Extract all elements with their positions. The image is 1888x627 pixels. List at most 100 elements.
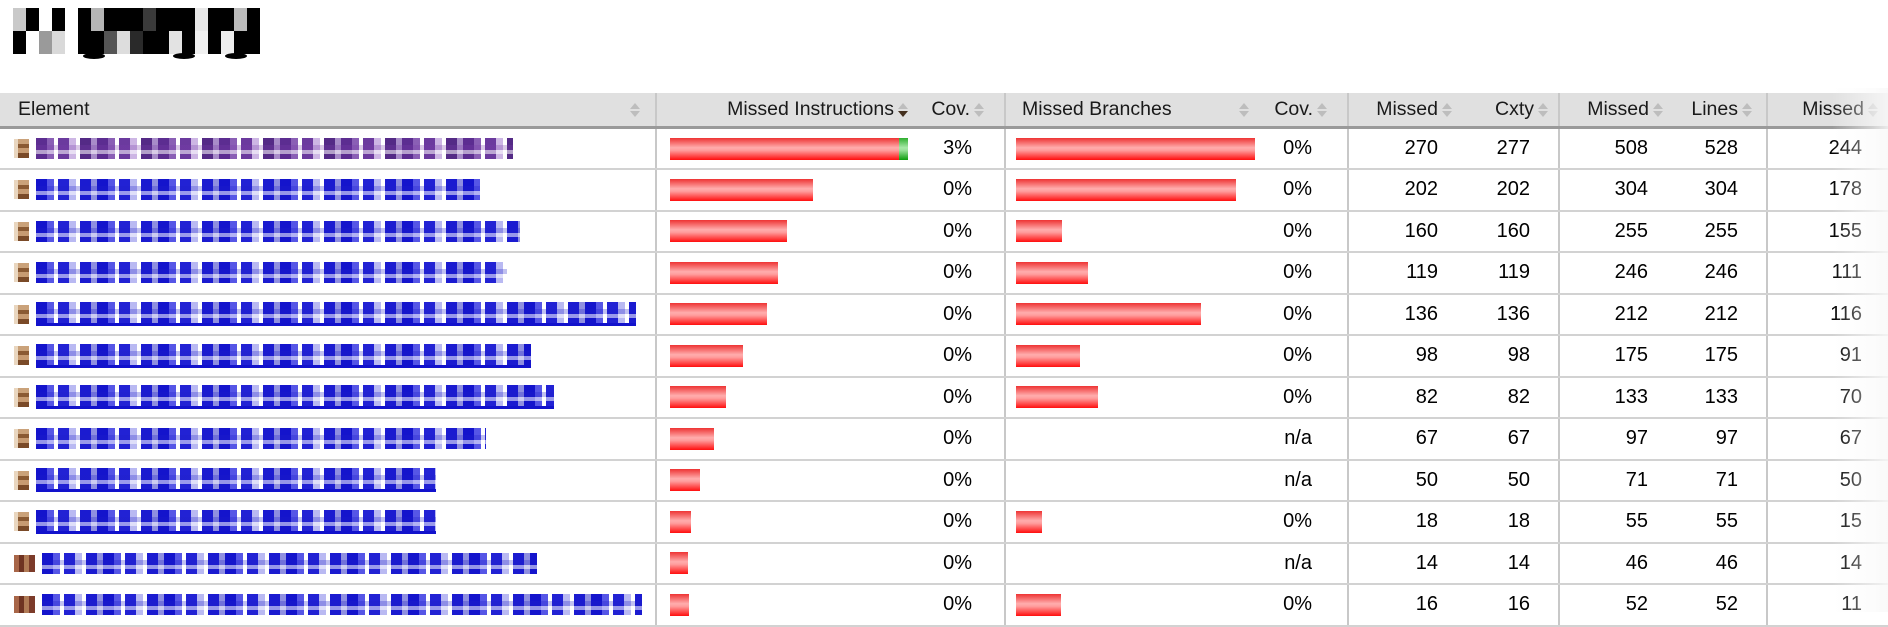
element-cell (0, 501, 656, 544)
instructions-coverage-value: 3% (916, 127, 1005, 170)
missed-branches-bar-cell (1004, 210, 1255, 253)
sort-arrows-icon (1239, 102, 1249, 117)
sort-arrows-icon (1442, 102, 1452, 117)
missed-lines-value: 55 (1558, 501, 1673, 544)
redacted-element-link[interactable] (42, 552, 537, 574)
redacted-element-link[interactable] (36, 343, 531, 368)
missed-lines-value: 508 (1558, 127, 1673, 170)
instructions-coverage-value: 0% (916, 459, 1005, 502)
element-cell (0, 252, 656, 295)
redacted-element-link[interactable] (42, 594, 642, 616)
redacted-element-link[interactable] (36, 302, 636, 327)
table-row: 0% n/a 67 67 97 97 67 (0, 418, 1888, 461)
lines-value: 52 (1673, 584, 1767, 627)
package-icon (14, 596, 35, 614)
lines-value: 255 (1673, 210, 1767, 253)
missed-lines-value: 52 (1558, 584, 1673, 627)
branches-coverage-value: 0% (1255, 252, 1348, 295)
column-header-missed-instructions[interactable]: Missed Instructions (655, 93, 916, 129)
table-row: 0% 0% 136 136 212 212 116 (0, 293, 1888, 336)
missed-branches-bar (1016, 178, 1236, 201)
missed-last-value: 50 (1766, 459, 1888, 502)
missed-lines-value: 97 (1558, 418, 1673, 461)
table-row: 3% 0% 270 277 508 528 244 (0, 127, 1888, 170)
column-header-label: Missed (1802, 98, 1864, 120)
redacted-element-link[interactable] (36, 138, 513, 159)
column-header-missed-last[interactable]: Missed (1766, 93, 1888, 129)
coverage-table-body: 3% 0% 270 277 508 528 244 0% (0, 127, 1888, 627)
missed-instructions-bar-cell (655, 210, 916, 253)
lines-value: 46 (1673, 542, 1767, 585)
missed-methods-value: 98 (1347, 335, 1462, 378)
column-header-missed-branches[interactable]: Missed Branches (1004, 93, 1255, 129)
table-row: 0% n/a 50 50 71 71 50 (0, 459, 1888, 502)
missed-instructions-bar-cell (655, 169, 916, 212)
missed-instructions-bar-cell (655, 584, 916, 627)
missed-instructions-bar-cell (655, 418, 916, 461)
branches-coverage-value: 0% (1255, 584, 1348, 627)
missed-last-value: 244 (1766, 127, 1888, 170)
missed-branches-bar-cell (1004, 459, 1255, 502)
missed-methods-value: 14 (1347, 542, 1462, 585)
table-row: 0% 0% 202 202 304 304 178 (0, 169, 1888, 212)
column-header-missed-lines[interactable]: Missed (1558, 93, 1673, 129)
missed-branches-bar-cell (1004, 169, 1255, 212)
cxty-value: 14 (1462, 542, 1559, 585)
missed-lines-value: 304 (1558, 169, 1673, 212)
missed-lines-value: 46 (1558, 542, 1673, 585)
redacted-element-link[interactable] (36, 262, 507, 284)
missed-instructions-bar (670, 303, 767, 326)
missed-branches-bar-cell (1004, 501, 1255, 544)
missed-branches-bar-cell (1004, 127, 1255, 170)
sort-arrows-icon (1653, 102, 1663, 117)
missed-instructions-bar (670, 137, 899, 160)
redacted-element-link[interactable] (36, 385, 554, 410)
redacted-element-link[interactable] (36, 468, 436, 493)
page-title-redacted (13, 8, 263, 59)
covered-instructions-bar (899, 137, 908, 160)
sort-arrows-icon (974, 102, 984, 117)
missed-branches-bar-cell (1004, 335, 1255, 378)
table-row: 0% n/a 14 14 46 46 14 (0, 542, 1888, 585)
instructions-coverage-value: 0% (916, 376, 1005, 419)
coverage-table: Element Missed Instructions Cov. Missed … (0, 93, 1888, 627)
cxty-value: 98 (1462, 335, 1559, 378)
column-header-missed-methods[interactable]: Missed (1347, 93, 1462, 129)
element-cell (0, 584, 656, 627)
branches-coverage-value: 0% (1255, 293, 1348, 336)
missed-instructions-bar-cell (655, 293, 916, 336)
instructions-coverage-value: 0% (916, 293, 1005, 336)
branches-coverage-value: 0% (1255, 210, 1348, 253)
missed-branches-bar-cell (1004, 252, 1255, 295)
cxty-value: 82 (1462, 376, 1559, 419)
branches-coverage-value: n/a (1255, 418, 1348, 461)
redacted-element-link[interactable] (36, 509, 436, 534)
missed-methods-value: 50 (1347, 459, 1462, 502)
missed-methods-value: 18 (1347, 501, 1462, 544)
sort-arrows-icon (630, 102, 640, 117)
redacted-element-link[interactable] (36, 220, 520, 242)
column-header-label: Lines (1691, 98, 1738, 120)
missed-last-value: 178 (1766, 169, 1888, 212)
missed-instructions-bar-cell (655, 542, 916, 585)
column-header-lines[interactable]: Lines (1673, 93, 1767, 129)
column-header-cxty[interactable]: Cxty (1462, 93, 1559, 129)
lines-value: 246 (1673, 252, 1767, 295)
cxty-value: 136 (1462, 293, 1559, 336)
column-header-cov-branches[interactable]: Cov. (1255, 93, 1348, 129)
redacted-element-link[interactable] (36, 428, 486, 450)
element-cell (0, 210, 656, 253)
instructions-coverage-value: 0% (916, 418, 1005, 461)
table-header-row: Element Missed Instructions Cov. Missed … (0, 93, 1888, 129)
column-header-cov-instructions[interactable]: Cov. (916, 93, 1005, 129)
instructions-coverage-value: 0% (916, 542, 1005, 585)
missed-instructions-bar-cell (655, 501, 916, 544)
missed-last-value: 70 (1766, 376, 1888, 419)
missed-last-value: 15 (1766, 501, 1888, 544)
missed-instructions-bar-cell (655, 459, 916, 502)
column-header-element[interactable]: Element (0, 93, 656, 129)
redacted-element-link[interactable] (36, 179, 480, 201)
missed-lines-value: 212 (1558, 293, 1673, 336)
missed-last-value: 67 (1766, 418, 1888, 461)
missed-instructions-bar (670, 427, 714, 450)
